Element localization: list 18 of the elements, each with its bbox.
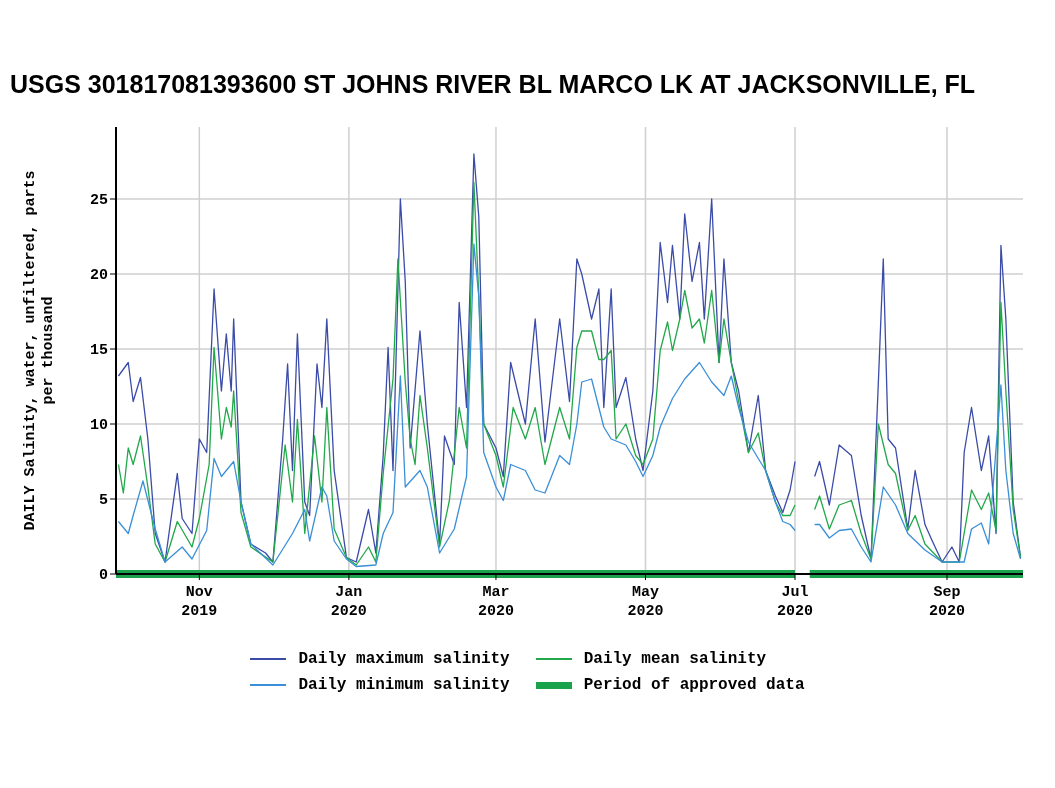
legend-label: Daily mean salinity [583, 650, 767, 668]
x-tick-label: Mar 2020 [477, 584, 514, 620]
chart-title: USGS 301817081393600 ST JOHNS RIVER BL MARCO LK AT JACKSONVILLE, FL [10, 70, 977, 99]
y-tick-label: 0 [98, 567, 108, 585]
y-tick-label: 25 [89, 192, 108, 210]
legend-label: Daily maximum salinity [298, 650, 510, 668]
legend-label: Daily minimum salinity [298, 676, 510, 694]
y-tick-label: 20 [89, 267, 108, 285]
x-tick-label: Jul 2020 [777, 584, 814, 620]
x-tick-label: Jan 2020 [330, 584, 367, 620]
x-tick-label: Nov 2019 [181, 584, 218, 620]
x-tick-label: Sep 2020 [929, 584, 966, 620]
y-tick-label: 15 [89, 342, 108, 360]
y-tick-label: 10 [89, 417, 108, 435]
y-axis-title: DAILY Salinity, water, unfiltered, parts per thousand [22, 170, 57, 531]
legend-label: Period of approved data [583, 676, 805, 694]
y-tick-label: 5 [98, 492, 108, 510]
x-tick-label: May 2020 [627, 584, 664, 620]
